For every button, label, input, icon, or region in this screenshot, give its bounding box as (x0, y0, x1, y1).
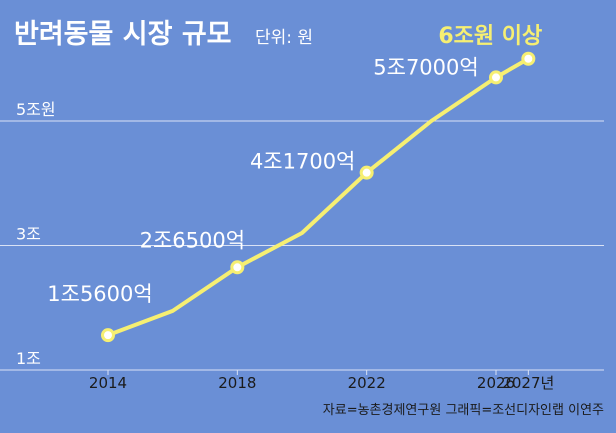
marker-layer (101, 51, 536, 343)
line-layer (106, 56, 531, 338)
x-tick-label: 2026 (477, 374, 515, 392)
chart-title: 반려동물 시장 규모 (14, 19, 232, 50)
data-label: 1조5600억 (47, 282, 152, 306)
data-point-marker (101, 328, 115, 343)
data-point-marker (359, 165, 374, 180)
source-credit: 자료=농촌경제연구원 그래픽=조선디자인랩 이연주 (323, 403, 604, 418)
data-label: 5조7000억 (373, 55, 478, 79)
unit-label: 단위: 원 (255, 28, 313, 48)
data-point-marker (521, 51, 536, 66)
x-tick-label: 2018 (218, 374, 256, 392)
x-tick-label: 2014 (89, 374, 127, 392)
x-tick-label: 2022 (348, 374, 386, 392)
grid-layer (0, 120, 604, 375)
x-tick-label: 2027년 (502, 374, 554, 392)
series-line (106, 56, 531, 338)
data-label: 4조1700억 (250, 150, 355, 174)
y-tick-label: 3조 (16, 225, 41, 244)
data-point-marker (230, 260, 245, 275)
data-point-marker (489, 70, 503, 85)
y-tick-label: 5조원 (16, 100, 56, 119)
data-label: 2조6500억 (140, 228, 245, 252)
data-label-highlight: 6조원 이상 (438, 24, 542, 49)
label-layer: 1조5600억 2조6500억 4조1700억 5조7000억 6조원 이상 (47, 24, 542, 306)
y-tick-label: 1조 (16, 349, 41, 368)
